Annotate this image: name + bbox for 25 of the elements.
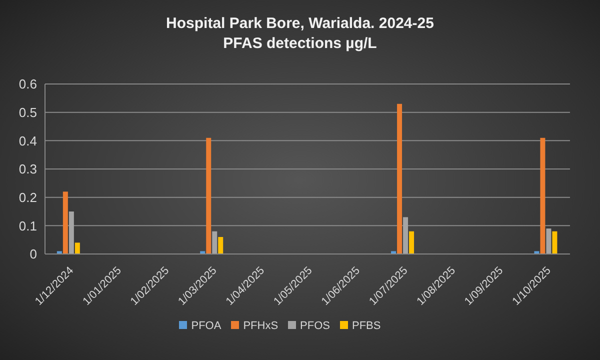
bar <box>403 217 408 254</box>
bar <box>74 242 80 254</box>
y-tick-label: 0.3 <box>18 162 37 177</box>
bar <box>546 228 552 254</box>
legend-label: PFOS <box>300 320 330 332</box>
bar <box>218 237 224 254</box>
legend-label: PFHxS <box>243 320 278 332</box>
legend-label: PFOA <box>191 320 222 332</box>
y-tick-label: 0 <box>30 246 37 262</box>
y-tick-label: 0.6 <box>18 76 37 92</box>
bar <box>206 138 212 254</box>
chart-subtitle: PFAS detections µg/L <box>222 34 378 54</box>
y-tick-label: 0.4 <box>18 133 37 148</box>
y-tick-label: 0.2 <box>18 190 37 205</box>
bar <box>409 231 414 254</box>
y-tick-label: 0.1 <box>18 218 37 234</box>
bar <box>212 231 218 254</box>
chart-title: Hospital Park Bore, Warialda. 2024-25 <box>165 14 435 34</box>
legend-label: PFBS <box>352 320 381 332</box>
bar <box>68 212 74 254</box>
bar <box>540 138 546 254</box>
y-tick-label: 0.5 <box>18 104 37 120</box>
bar <box>552 231 558 254</box>
bar <box>62 192 68 254</box>
bar <box>397 104 402 254</box>
